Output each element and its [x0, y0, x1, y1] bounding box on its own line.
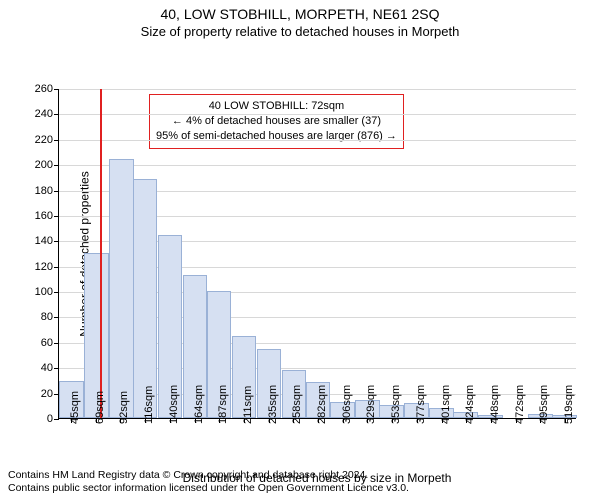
annotation-line2: ← 4% of detached houses are smaller (37): [156, 114, 397, 129]
ytick-label: 140: [35, 235, 53, 247]
marker-line: [100, 89, 102, 418]
ytick-label: 60: [41, 337, 53, 349]
plot-region: 40 LOW STOBHILL: 72sqm ← 4% of detached …: [58, 89, 576, 419]
ytick-mark: [54, 216, 59, 217]
ytick-mark: [54, 267, 59, 268]
xtick-label: 519sqm: [563, 385, 575, 424]
ytick-mark: [54, 165, 59, 166]
gridline-horizontal: [59, 89, 576, 90]
xtick-label: 116sqm: [143, 386, 155, 424]
histogram-bar: [109, 159, 134, 418]
ytick-mark: [54, 368, 59, 369]
ytick-label: 240: [35, 108, 53, 120]
xtick-label: 401sqm: [440, 385, 452, 424]
xtick-label: 329sqm: [365, 385, 377, 424]
annotation-line1: 40 LOW STOBHILL: 72sqm: [156, 99, 397, 114]
xtick-label: 353sqm: [390, 385, 402, 424]
xtick-label: 92sqm: [118, 391, 130, 424]
xtick-label: 69sqm: [94, 391, 106, 424]
ytick-label: 80: [41, 311, 53, 323]
ytick-label: 260: [35, 83, 53, 95]
xtick-label: 306sqm: [341, 385, 353, 424]
xtick-label: 235sqm: [267, 385, 279, 424]
chart-titles: 40, LOW STOBHILL, MORPETH, NE61 2SQ Size…: [0, 6, 600, 39]
ytick-mark: [54, 343, 59, 344]
ytick-label: 180: [35, 185, 53, 197]
ytick-mark: [54, 191, 59, 192]
gridline-horizontal: [59, 140, 576, 141]
histogram-bar: [133, 179, 158, 418]
footer-line2: Contains public sector information licen…: [8, 482, 409, 496]
xtick-label: 258sqm: [291, 385, 303, 424]
ytick-mark: [54, 419, 59, 420]
xtick-label: 45sqm: [69, 391, 81, 424]
ytick-mark: [54, 140, 59, 141]
title-primary: 40, LOW STOBHILL, MORPETH, NE61 2SQ: [0, 6, 600, 22]
ytick-label: 220: [35, 134, 53, 146]
xtick-label: 164sqm: [193, 385, 205, 424]
xtick-label: 377sqm: [415, 385, 427, 424]
gridline-horizontal: [59, 165, 576, 166]
ytick-mark: [54, 89, 59, 90]
xtick-label: 424sqm: [464, 385, 476, 424]
xtick-label: 187sqm: [217, 385, 229, 424]
footer-line1: Contains HM Land Registry data © Crown c…: [8, 469, 409, 483]
chart-area: Number of detached properties 40 LOW STO…: [0, 39, 600, 499]
ytick-mark: [54, 292, 59, 293]
xtick-label: 211sqm: [242, 386, 254, 424]
ytick-label: 120: [35, 261, 53, 273]
ytick-label: 100: [35, 286, 53, 298]
annotation-line3: 95% of semi-detached houses are larger (…: [156, 129, 397, 144]
ytick-label: 160: [35, 210, 53, 222]
title-secondary: Size of property relative to detached ho…: [0, 24, 600, 39]
xtick-label: 448sqm: [489, 385, 501, 424]
xtick-label: 495sqm: [538, 385, 550, 424]
xtick-label: 282sqm: [316, 385, 328, 424]
footer-copyright: Contains HM Land Registry data © Crown c…: [8, 469, 409, 496]
ytick-label: 0: [47, 413, 53, 425]
xtick-label: 472sqm: [514, 385, 526, 424]
ytick-mark: [54, 317, 59, 318]
ytick-label: 20: [41, 388, 53, 400]
xtick-label: 140sqm: [168, 385, 180, 424]
gridline-horizontal: [59, 114, 576, 115]
ytick-mark: [54, 241, 59, 242]
ytick-mark: [54, 114, 59, 115]
ytick-label: 200: [35, 159, 53, 171]
ytick-label: 40: [41, 362, 53, 374]
